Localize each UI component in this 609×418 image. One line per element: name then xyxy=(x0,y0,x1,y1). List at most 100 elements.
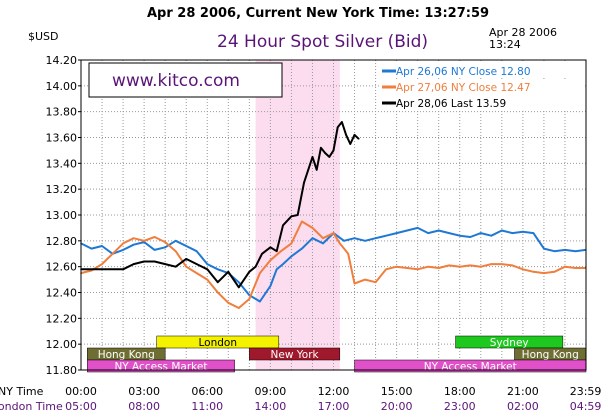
session-label: Sydney xyxy=(490,337,529,349)
data-point xyxy=(290,255,293,258)
data-point xyxy=(406,229,408,232)
data-point xyxy=(122,268,124,271)
data-point xyxy=(174,240,177,242)
data-point xyxy=(574,250,577,252)
data-point xyxy=(195,250,198,252)
data-point xyxy=(101,268,103,271)
session-label: NY Access Market xyxy=(114,361,207,373)
header-current-time: Apr 28 2006, Current New York Time: 13:2… xyxy=(147,6,489,21)
ny-time-tick: 12:00 xyxy=(318,385,350,398)
data-point xyxy=(195,272,198,274)
data-point xyxy=(261,252,263,255)
data-point xyxy=(216,268,219,271)
y-tick-label: 12.80 xyxy=(46,235,78,248)
y-tick-label: 13.20 xyxy=(46,183,78,196)
data-point xyxy=(416,227,419,229)
legend-entry-bg xyxy=(380,95,585,110)
data-point xyxy=(206,268,209,271)
data-point xyxy=(364,278,366,281)
data-point xyxy=(153,236,156,238)
y-tick-label: 12.60 xyxy=(46,261,78,274)
series-line-2 xyxy=(80,220,586,309)
ny-time-tick: 06:00 xyxy=(191,385,223,398)
data-point xyxy=(427,265,429,268)
y-tick-label: 14.20 xyxy=(46,54,78,67)
data-point xyxy=(164,263,166,265)
legend-label: Apr 27,06 NY Close 12.47 xyxy=(396,82,531,94)
data-point xyxy=(290,215,293,218)
data-point xyxy=(101,263,103,265)
ny-time-tick: 00:00 xyxy=(65,385,97,398)
data-point xyxy=(353,282,356,285)
london-time-axis-label: London Time xyxy=(0,400,63,413)
data-point xyxy=(227,302,230,304)
data-point xyxy=(501,229,503,232)
data-point xyxy=(122,242,124,245)
y-tick-label: 14.00 xyxy=(46,80,78,93)
data-point xyxy=(532,271,535,273)
legend-entry-bg xyxy=(380,63,585,78)
data-point xyxy=(259,272,261,274)
data-point xyxy=(328,156,331,158)
data-point xyxy=(111,252,114,255)
data-point xyxy=(269,259,272,262)
watermark-box xyxy=(88,62,283,98)
data-point xyxy=(339,242,341,245)
session-bar xyxy=(455,335,564,349)
data-point xyxy=(501,263,503,265)
data-point xyxy=(174,250,177,252)
data-point xyxy=(564,265,566,268)
ny-time-tick: 23:59 xyxy=(570,385,602,398)
data-point xyxy=(164,246,166,249)
data-point xyxy=(553,250,556,252)
data-point xyxy=(349,143,352,145)
y-tick-label: 12.40 xyxy=(46,287,78,300)
data-point xyxy=(324,152,326,154)
data-point xyxy=(322,237,324,240)
data-point xyxy=(395,265,398,268)
data-point xyxy=(374,237,377,240)
data-point xyxy=(238,307,240,309)
data-point xyxy=(216,281,219,283)
data-point xyxy=(311,227,314,229)
data-point xyxy=(101,245,103,247)
ny-time-tick: 21:00 xyxy=(507,385,539,398)
data-point xyxy=(364,240,366,242)
data-point xyxy=(336,126,339,128)
y-tick-label: 12.20 xyxy=(46,312,78,325)
data-point xyxy=(332,149,335,152)
data-point xyxy=(254,265,257,268)
data-point xyxy=(395,232,398,234)
data-point xyxy=(259,300,261,303)
data-point xyxy=(248,271,251,273)
data-point xyxy=(90,268,93,271)
data-point xyxy=(275,268,278,271)
data-point xyxy=(195,263,198,265)
data-point xyxy=(122,249,124,251)
y-axis-unit: $USD xyxy=(28,30,59,43)
data-point xyxy=(522,230,524,233)
data-point xyxy=(90,247,93,250)
data-point xyxy=(216,291,219,294)
session-label: NY Access Market xyxy=(424,361,517,373)
data-point xyxy=(343,240,345,242)
data-point xyxy=(353,134,356,136)
x-axis-ticks: 00:00 05:00 03:00 08:00 06:00 11:00 09:00 14:00… xyxy=(65,385,601,413)
price-series xyxy=(80,121,587,309)
data-point xyxy=(282,263,284,265)
data-point xyxy=(532,232,535,234)
data-point xyxy=(269,246,272,249)
london-time-tick: 11:00 xyxy=(191,400,223,413)
session-bar xyxy=(156,335,280,349)
data-point xyxy=(564,249,566,251)
data-point xyxy=(353,237,356,240)
london-time-tick: 08:00 xyxy=(128,400,160,413)
data-point xyxy=(132,237,135,240)
corner-date: Apr 28 2006 xyxy=(489,26,557,39)
y-tick-label: 13.40 xyxy=(46,157,78,170)
session-label: New York xyxy=(271,349,320,361)
data-point xyxy=(341,121,343,123)
data-point xyxy=(320,147,322,149)
